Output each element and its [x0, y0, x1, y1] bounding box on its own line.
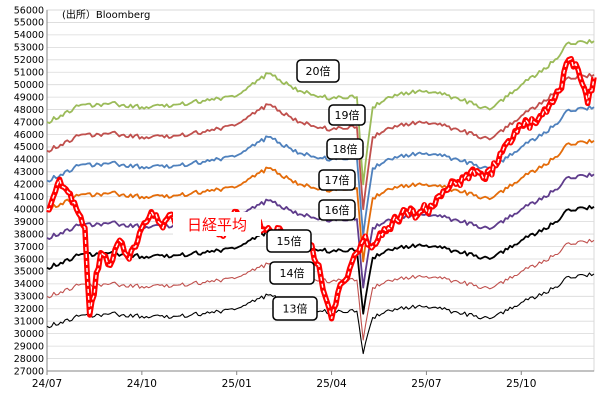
y-tick-label: 46000 — [14, 130, 44, 141]
nikkei-line-dash — [46, 57, 595, 319]
y-tick-label: 36000 — [14, 254, 44, 265]
y-tick-label: 45000 — [14, 142, 44, 153]
band-label-19x: 19倍 — [335, 108, 360, 122]
y-tick-label: 33000 — [14, 292, 44, 303]
y-tick-label: 52000 — [14, 55, 44, 66]
y-tick-label: 49000 — [14, 92, 44, 103]
band-label-box-19x — [328, 104, 366, 126]
y-tick-label: 37000 — [14, 242, 44, 253]
y-tick-label: 54000 — [14, 30, 44, 41]
source-note: (出所）Bloomberg — [62, 8, 150, 21]
x-tick-label: 25/07 — [411, 378, 441, 390]
series-labels: 20倍 19倍 18倍 17倍 16倍 15倍 14倍 13倍 日経平均 — [173, 59, 366, 321]
y-tick-label: 51000 — [14, 68, 44, 79]
y-tick-label: 30000 — [14, 329, 44, 340]
nikkei-label-bg — [173, 212, 261, 236]
y-tick-label: 41000 — [14, 192, 44, 203]
y-tick-label: 34000 — [14, 279, 44, 290]
x-tick-label: 25/10 — [506, 378, 536, 390]
series-line-20x — [46, 39, 595, 186]
y-tick-label: 29000 — [14, 341, 44, 352]
band-label-18x: 18倍 — [333, 142, 358, 156]
y-tick-label: 32000 — [14, 304, 44, 315]
series-line-15x — [46, 204, 595, 315]
y-tick-label: 40000 — [14, 204, 44, 215]
band-label-20x: 20倍 — [306, 64, 331, 78]
band-label-box-17x — [318, 169, 356, 191]
x-axis: 24/07 24/10 25/01 25/04 25/07 25/10 — [32, 370, 594, 390]
y-tick-label: 50000 — [14, 80, 44, 91]
y-tick-label: 39000 — [14, 217, 44, 228]
y-tick-label: 35000 — [14, 267, 44, 278]
x-tick-label: 25/04 — [316, 378, 347, 390]
y-tick-label: 43000 — [14, 167, 44, 178]
band-label-box-14x — [269, 261, 315, 285]
band-label-14x: 14倍 — [280, 266, 305, 280]
x-tick-label: 25/01 — [222, 378, 252, 390]
band-label-13x: 13倍 — [283, 302, 308, 316]
series-line-18x — [46, 105, 595, 237]
y-tick-label: 53000 — [14, 43, 44, 54]
band-label-box-15x — [266, 229, 312, 253]
y-tick-label: 27000 — [14, 366, 44, 377]
series-line-13x — [46, 272, 595, 355]
y-tick-label: 47000 — [14, 117, 44, 128]
y-tick-label: 28000 — [14, 354, 44, 365]
series-lines — [46, 39, 597, 355]
y-tick-label: 31000 — [14, 317, 44, 328]
band-label-15x: 15倍 — [277, 234, 302, 248]
y-tick-label: 38000 — [14, 229, 44, 240]
band-label-box-18x — [326, 138, 364, 160]
y-tick-label: 42000 — [14, 180, 44, 191]
x-tick-label: 24/07 — [32, 378, 62, 390]
band-label-box-20x — [296, 59, 340, 83]
x-tick-label: 24/10 — [127, 378, 157, 390]
band-label-box-16x — [318, 199, 356, 221]
y-tick-label: 48000 — [14, 105, 44, 116]
nikkei-label: 日経平均 — [187, 216, 247, 234]
band-label-16x: 16倍 — [325, 203, 350, 217]
y-tick-label: 44000 — [14, 155, 44, 166]
y-tick-label: 56000 — [14, 5, 44, 16]
band-label-17x: 17倍 — [325, 173, 350, 187]
y-tick-label: 55000 — [14, 18, 44, 29]
series-line-19x — [46, 73, 595, 211]
band-label-box-13x — [272, 296, 318, 321]
